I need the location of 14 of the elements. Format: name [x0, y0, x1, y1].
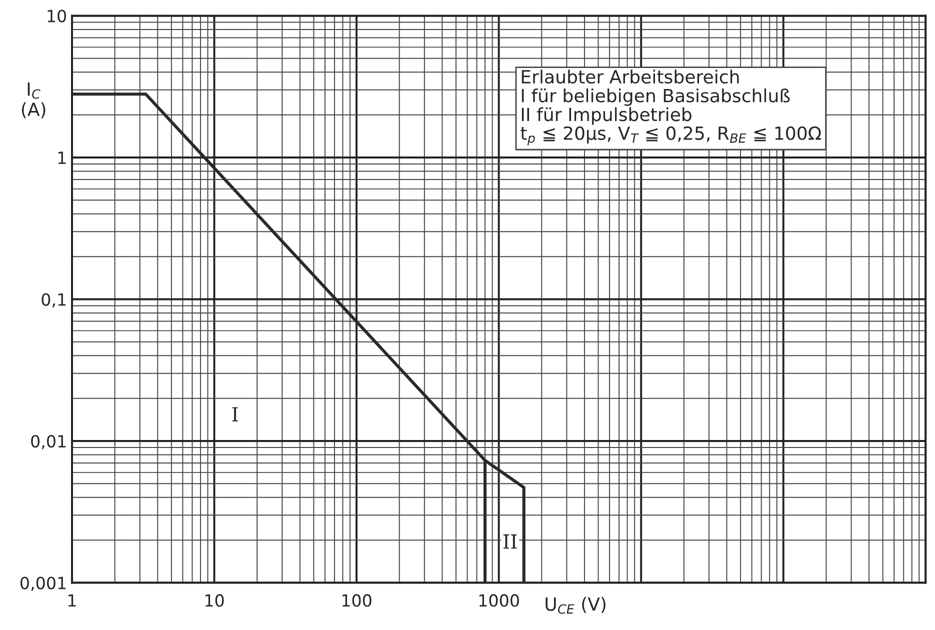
y-tick-label: 1	[58, 152, 66, 164]
x-tick-label: 100	[342, 594, 372, 607]
y-tick-label: 0,01	[31, 434, 66, 450]
annotation: I	[232, 407, 238, 422]
y-tick-label: 0,001	[20, 576, 66, 592]
x-tick-label: 1	[68, 594, 76, 607]
y-tick-label: 0,1	[42, 293, 66, 308]
y-axis-title: I$_{C}$ (A)	[22, 82, 46, 118]
annotation: II	[503, 534, 517, 549]
x-tick-label: 1000	[479, 594, 519, 607]
text: Erlaubter Arbeitsbereich I für beliebigen Basisabschluß II für Impulsbetrieb t$_{p}$ ≦ 20µs, V$_{T}$ ≦ 0,25, R$_{BE}$ ≦ 100Ω	[520, 70, 821, 146]
y-tick-label: 10	[48, 10, 66, 22]
x-axis-title: U$_{CE}$ (V)	[546, 596, 606, 614]
x-tick-label: 10	[205, 594, 224, 607]
